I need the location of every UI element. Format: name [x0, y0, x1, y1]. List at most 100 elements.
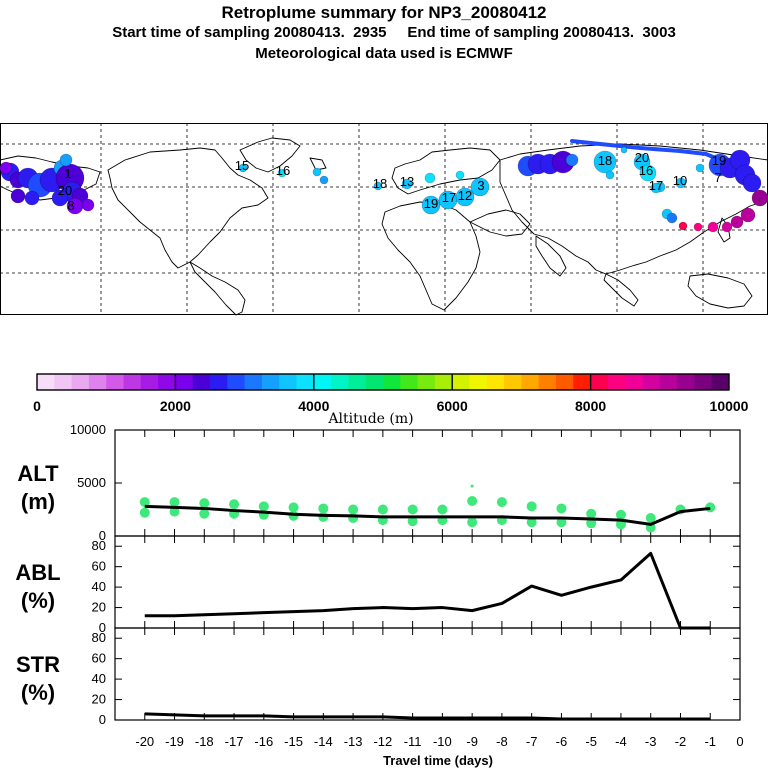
- map-day-label: 3: [477, 178, 484, 193]
- colorbar-swatch: [54, 374, 73, 390]
- map-day-label: 20: [58, 183, 72, 198]
- colorbar-swatch: [106, 374, 124, 390]
- plume-circle: [0, 161, 13, 175]
- map-day-label: 17: [442, 190, 456, 205]
- colorbar-swatch: [486, 374, 505, 390]
- colorbar-swatch: [417, 374, 436, 390]
- altitude-sample-point: [199, 498, 210, 509]
- altitude-sample-point: [318, 503, 329, 514]
- altitude-sample-point: [470, 484, 474, 488]
- colorbar-swatch: [607, 374, 626, 390]
- map-day-label: 7: [714, 170, 721, 185]
- plume-circle: [455, 170, 465, 180]
- plume-circle: [605, 170, 615, 180]
- plume-circle: [424, 172, 436, 184]
- plume-circle: [24, 190, 40, 206]
- plume-circle: [277, 168, 287, 178]
- plume-circle: [730, 215, 744, 229]
- coastline: [189, 261, 246, 316]
- x-tick-label: -4: [615, 734, 627, 749]
- colorbar-swatch: [504, 374, 522, 390]
- altitude-sample-point: [229, 499, 240, 510]
- panel-ylabel: (m): [21, 489, 55, 514]
- colorbar-swatch: [452, 374, 470, 390]
- y-tick-label: 20: [92, 692, 106, 707]
- map-day-label: 15: [235, 158, 249, 173]
- altitude-sample-point: [258, 501, 269, 512]
- colorbar-swatch: [123, 374, 142, 390]
- y-tick-label: 60: [92, 559, 106, 574]
- map-day-label: 17: [649, 178, 663, 193]
- colorbar-swatch: [296, 374, 315, 390]
- x-tick-label: -7: [526, 734, 538, 749]
- y-tick-label: 40: [92, 671, 106, 686]
- colorbar-swatch: [331, 374, 349, 390]
- plume-positions: [0, 146, 768, 233]
- altitude-sample-point: [526, 501, 537, 512]
- map-day-label: 12: [458, 188, 472, 203]
- colorbar-swatch: [37, 374, 55, 390]
- coastline: [687, 273, 753, 309]
- x-tick-label: -13: [344, 734, 363, 749]
- plume-circle: [470, 177, 490, 197]
- map-day-label: 1: [64, 166, 71, 181]
- series-line: [144, 504, 711, 526]
- series-line: [144, 712, 711, 721]
- map-day-label: 20: [635, 150, 649, 165]
- coastline: [499, 143, 768, 275]
- colorbar-swatch: [400, 374, 419, 390]
- colorbar-swatch: [711, 374, 730, 390]
- colorbar-swatch: [677, 374, 695, 390]
- colorbar-tick-label: 4000: [298, 398, 329, 414]
- plume-circle: [421, 195, 441, 215]
- x-tick-label: -16: [254, 734, 273, 749]
- map-day-label: 16: [639, 163, 653, 178]
- plume-circle: [401, 178, 413, 190]
- colorbar-swatch: [365, 374, 384, 390]
- x-tick-label: -20: [135, 734, 154, 749]
- altitude-sample-point: [199, 508, 210, 519]
- colorbar-swatch: [590, 374, 609, 390]
- altitude-sample-point: [169, 497, 180, 508]
- plume-circle: [650, 182, 662, 194]
- altitude-sample-point: [586, 518, 597, 529]
- plume-circle: [455, 187, 475, 207]
- plume-circle: [639, 164, 657, 182]
- altitude-sample-point: [348, 504, 359, 515]
- colorbar-swatch: [642, 374, 661, 390]
- colorbar-swatch: [192, 374, 211, 390]
- plume-circle: [693, 222, 703, 232]
- colorbar-title: Altitude (m): [327, 411, 413, 427]
- map-day-label: 10: [673, 173, 687, 188]
- colorbar-swatch: [538, 374, 557, 390]
- plume-circle: [742, 173, 762, 193]
- coastline: [391, 147, 501, 195]
- panel-ylabel: ALT: [17, 461, 59, 486]
- map-day-label: 19: [424, 196, 438, 211]
- colorbar-tick-label: 2000: [160, 398, 191, 414]
- altitude-colorbar: 0 2000 4000 6000 8000 10000 Altitude (m): [33, 373, 749, 427]
- plume-circle: [707, 221, 719, 233]
- x-tick-label: -15: [284, 734, 303, 749]
- x-tick-label: -9: [466, 734, 478, 749]
- panel-alt: 10000 5000 0 ALT (m): [17, 422, 741, 543]
- plume-circle: [620, 146, 628, 154]
- plume-circle: [81, 198, 95, 212]
- altitude-sample-point: [318, 511, 329, 522]
- colorbar-swatch: [210, 374, 228, 390]
- plume-circle: [312, 167, 322, 177]
- coastline: [239, 137, 301, 173]
- colorbar-swatch: [279, 374, 297, 390]
- panel-frame: [114, 627, 741, 721]
- plume-circle: [593, 150, 617, 174]
- altitude-sample-point: [615, 509, 626, 520]
- coastline: [535, 235, 567, 277]
- colorbar-swatch: [573, 374, 592, 390]
- plume-circle: [678, 221, 688, 231]
- sampling-times: Start time of sampling 20080413. 2935 En…: [112, 24, 676, 41]
- y-tick-label: 80: [92, 538, 106, 553]
- altitude-sample-point: [467, 517, 478, 528]
- altitude-sample-point: [556, 503, 567, 514]
- map-day-label: 16: [276, 163, 290, 178]
